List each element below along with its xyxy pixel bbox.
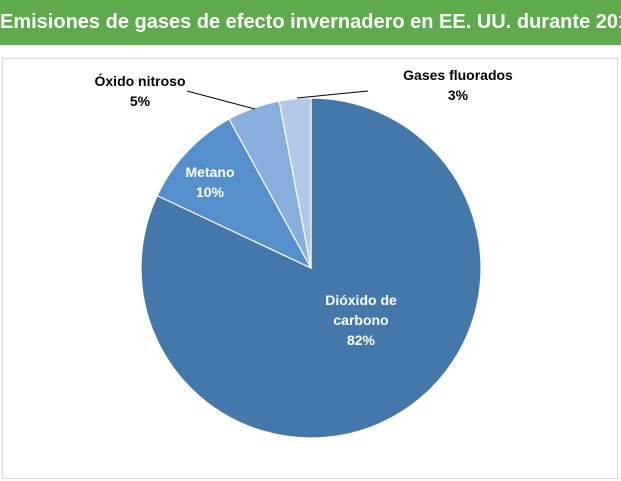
slice-value-metano: 10% [196,184,225,200]
leader-line-oxido-nitroso [186,90,256,110]
chart-title: Emisiones de gases de efecto invernadero… [0,11,621,33]
slice-label-oxido-nitroso: Óxido nitroso 5% [95,72,186,109]
slice-label-metano: Metano 10% [186,164,235,200]
title-banner [0,0,621,45]
slice-name-gases-fluorados: Gases fluorados [403,67,513,83]
pie-slice-gases-fluorados [278,97,312,269]
pie-slice-dioxido-de-carbono [140,97,482,439]
slice-value-dioxido-de-carbono: 82% [347,332,376,348]
pie-slice-metano [156,118,313,270]
slice-name-dioxido-de-carbono: carbono [333,312,388,328]
leader-line-gases-fluorados [296,90,369,99]
slice-label-gases-fluorados: Gases fluorados 3% [403,67,513,103]
slice-value-gases-fluorados: 3% [448,87,469,103]
slice-name-dioxido-de-carbono: Dióxido de [325,292,397,308]
slice-label-dioxido-de-carbono: Dióxido de carbono 82% [325,292,397,348]
slice-name-oxido-nitroso: Óxido nitroso [95,72,186,89]
slice-name-metano: Metano [186,164,235,180]
slice-value-oxido-nitroso: 5% [130,93,151,109]
